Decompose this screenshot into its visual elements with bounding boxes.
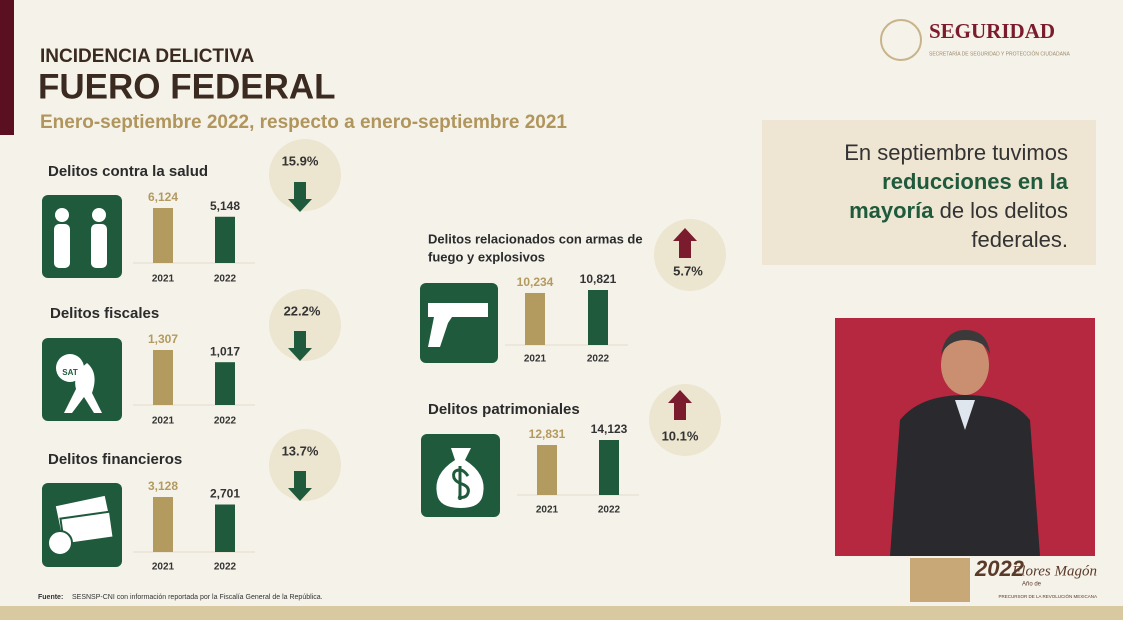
logo-name: SEGURIDAD (929, 19, 1055, 43)
value-label: 10,821 (580, 272, 617, 286)
panel-title: Delitos financieros (48, 451, 182, 468)
year-label: 2021 (152, 562, 175, 573)
icon-box (420, 283, 498, 363)
subtitle: Enero-septiembre 2022, respecto a enero-… (40, 112, 567, 133)
panel-title: fuego y explosivos (428, 249, 545, 264)
year-label: 2021 (524, 354, 547, 365)
callout-segment: reducciones en la (882, 169, 1069, 194)
year-label: 2021 (152, 416, 175, 427)
icon-shape (91, 224, 107, 268)
callout-line: reducciones en la (882, 169, 1069, 194)
badge-prefix: Año de (1022, 582, 1042, 588)
year-label: 2022 (598, 505, 621, 516)
footer-text: SESNSP-CNI con información reportada por… (72, 594, 323, 601)
trend-arrow (673, 228, 697, 258)
change-bubble (269, 139, 341, 211)
panel-title: Delitos fiscales (50, 305, 159, 322)
badge-name: Flores Magón (1011, 563, 1097, 579)
callout-line: mayoría de los delitos (849, 198, 1068, 223)
callout-line: En septiembre tuvimos (844, 140, 1068, 165)
year-label: 2021 (152, 274, 175, 285)
year-label: 2022 (214, 562, 237, 573)
value-label: 5,148 (210, 199, 240, 213)
interpreter (890, 330, 1040, 556)
value-label: 1,307 (148, 332, 178, 346)
logo-subtitle: SECRETARÍA DE SEGURIDAD Y PROTECCIÓN CIU… (929, 50, 1071, 57)
bar (153, 350, 173, 405)
panel-title: Delitos patrimoniales (428, 401, 580, 418)
trend-arrow (288, 331, 312, 361)
icon-shape (92, 208, 106, 222)
badge-caption: PRECURSOR DE LA REVOLUCIÓN MEXICANA (998, 593, 1097, 599)
icon-shape (428, 303, 488, 347)
bar (588, 290, 608, 345)
change-label: 22.2% (284, 303, 321, 318)
icon-shape (47, 530, 73, 556)
value-label: 10,234 (517, 275, 554, 289)
value-label: 2,701 (210, 487, 240, 501)
value-label: 3,128 (148, 479, 178, 493)
panel-title: Delitos relacionados con armas de (428, 231, 643, 246)
bar (215, 504, 235, 552)
icon-label: SAT (62, 368, 78, 377)
bar (537, 445, 557, 495)
icon-shape (64, 363, 102, 413)
callout-segment: En septiembre tuvimos (844, 140, 1068, 165)
panel-title: Delitos contra la salud (48, 163, 208, 180)
callout-segment: mayoría (849, 198, 934, 223)
bar (153, 208, 173, 263)
badge-year: 2022 (974, 556, 1025, 581)
kicker: INCIDENCIA DELICTIVA (40, 46, 255, 67)
callout-box (762, 120, 1096, 265)
trend-arrow (288, 471, 312, 501)
year-label: 2021 (536, 505, 559, 516)
change-label: 15.9% (282, 153, 319, 168)
year-label: 2022 (214, 416, 237, 427)
bar (215, 216, 235, 263)
title: FUERO FEDERAL (38, 67, 336, 106)
value-label: 12,831 (529, 427, 566, 441)
trend-arrow (668, 390, 692, 420)
footer-label: Fuente: (38, 594, 63, 601)
value-label: 6,124 (148, 190, 178, 204)
callout-line: federales. (971, 227, 1068, 252)
callout-segment: de los delitos (933, 198, 1068, 223)
accent-strip (0, 0, 14, 135)
bottom-band (0, 606, 1123, 620)
change-bubble (269, 429, 341, 501)
change-bubble (269, 289, 341, 361)
icon-shape (54, 224, 70, 268)
logo-emblem (880, 19, 922, 61)
bar (215, 362, 235, 405)
callout-segment: federales. (971, 227, 1068, 252)
value-label: 14,123 (591, 422, 628, 436)
icon-shape (452, 466, 470, 500)
change-label: 5.7% (673, 263, 703, 278)
icon-shape (55, 208, 69, 222)
bar (525, 292, 545, 345)
year-label: 2022 (214, 274, 237, 285)
trend-arrow (288, 182, 312, 212)
year-label: 2022 (587, 354, 610, 365)
bar (599, 440, 619, 495)
badge-image (910, 558, 970, 602)
value-label: 1,017 (210, 344, 240, 358)
change-label: 13.7% (282, 443, 319, 458)
change-label: 10.1% (662, 428, 699, 443)
bar (153, 497, 173, 552)
